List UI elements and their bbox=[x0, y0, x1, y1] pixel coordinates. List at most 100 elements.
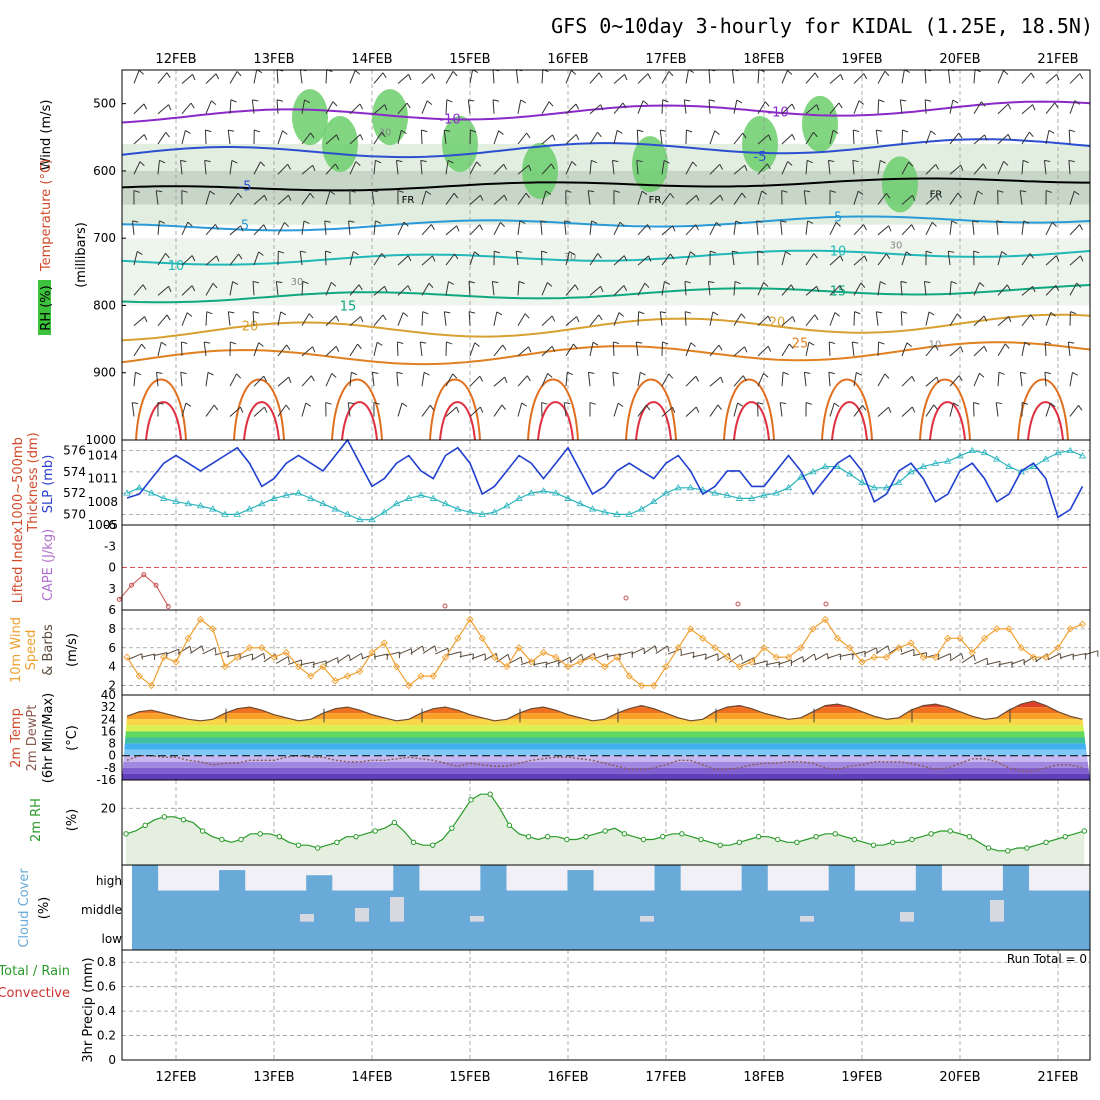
upper-wind-barb bbox=[468, 281, 471, 296]
cloud-high-column bbox=[132, 865, 159, 891]
rh-marker bbox=[909, 836, 915, 843]
upper-wind-barb bbox=[157, 314, 168, 326]
upper-wind-barb bbox=[131, 402, 135, 417]
rh-marker bbox=[334, 839, 340, 846]
cloud-high-column bbox=[480, 865, 507, 891]
upper-wind-barb-flag bbox=[984, 134, 988, 141]
wind-speed-marker bbox=[552, 653, 560, 661]
wind-barb bbox=[1047, 652, 1061, 661]
wind-speed-marker bbox=[956, 634, 964, 642]
upper-wind-barb bbox=[733, 132, 744, 145]
thickness-marker bbox=[809, 468, 817, 475]
upper-wind-barb-flag bbox=[381, 253, 386, 259]
upper-wind-barb bbox=[181, 102, 192, 115]
surface-isotherm-loop bbox=[919, 378, 971, 441]
cloud-middle-gap bbox=[390, 897, 404, 922]
upper-wind-barb-flag bbox=[983, 315, 988, 322]
upper-wind-barb-flag bbox=[215, 73, 220, 80]
upper-wind-barb-flag bbox=[684, 280, 691, 284]
upper-wind-barb bbox=[587, 190, 591, 205]
upper-wind-barb bbox=[875, 130, 879, 145]
upper-wind-barb-flag bbox=[185, 129, 191, 135]
upper-wind-barb bbox=[324, 220, 327, 235]
upper-wind-barb bbox=[659, 130, 663, 145]
upper-wind-barb bbox=[325, 163, 336, 175]
upper-wind-barb-flag bbox=[878, 341, 885, 345]
upper-wind-barb-flag bbox=[998, 371, 1005, 375]
upper-wind-barb bbox=[301, 99, 306, 114]
upper-wind-barb-flag bbox=[135, 371, 142, 376]
upper-wind-barb bbox=[900, 281, 903, 296]
rh-high-blob bbox=[322, 116, 358, 172]
upper-wind-barb-flag bbox=[1020, 371, 1027, 374]
rh-marker bbox=[832, 831, 838, 837]
upper-wind-barb bbox=[637, 191, 643, 205]
upper-wind-barb bbox=[829, 285, 841, 296]
wind-barb bbox=[557, 656, 571, 664]
upper-wind-barb bbox=[277, 376, 290, 387]
upper-wind-barb-flag bbox=[376, 341, 383, 346]
upper-wind-barb bbox=[180, 341, 183, 356]
temp-color-band bbox=[122, 731, 1090, 738]
upper-wind-barb bbox=[637, 311, 640, 326]
thickness-marker bbox=[662, 489, 670, 496]
upper-wind-barb bbox=[661, 99, 664, 114]
wind-barb bbox=[336, 654, 350, 663]
thickness-marker bbox=[613, 510, 621, 517]
rh-high-blob bbox=[882, 156, 918, 213]
upper-wind-barb bbox=[900, 311, 903, 326]
upper-wind-barb bbox=[445, 192, 455, 205]
upper-wind-barb bbox=[947, 69, 951, 84]
upper-wind-barb-flag bbox=[421, 129, 428, 133]
run-total: Run Total = 0 bbox=[1007, 952, 1087, 966]
upper-wind-barb bbox=[277, 404, 287, 417]
upper-wind-barb-flag bbox=[814, 314, 819, 321]
upper-wind-barb bbox=[828, 341, 831, 356]
thickness-marker bbox=[699, 486, 707, 493]
cloud-high-column bbox=[741, 865, 768, 891]
upper-wind-barb bbox=[253, 342, 260, 357]
thickness-marker bbox=[931, 459, 940, 466]
upper-wind-barb bbox=[949, 99, 954, 114]
wind-barb bbox=[839, 653, 854, 657]
temp-tick: 8 bbox=[108, 737, 116, 751]
upper-wind-barb bbox=[781, 161, 789, 175]
upper-wind-barb-flag bbox=[355, 161, 361, 167]
upper-wind-barb bbox=[203, 341, 207, 356]
upper-wind-barb bbox=[589, 342, 594, 357]
upper-wind-barb bbox=[325, 345, 337, 357]
wind-speed-marker bbox=[968, 648, 976, 657]
upper-wind-barb bbox=[445, 253, 455, 266]
thickness-marker bbox=[392, 499, 401, 507]
upper-wind-barb bbox=[805, 220, 809, 235]
upper-wind-barb-flag bbox=[446, 99, 453, 103]
upper-wind-barb-flag bbox=[735, 220, 742, 224]
thickness-marker bbox=[184, 499, 192, 507]
upper-wind-barb-flag bbox=[551, 346, 556, 352]
thickness-marker bbox=[294, 489, 303, 496]
thickness-marker bbox=[1078, 452, 1087, 459]
upper-wind-barb bbox=[1045, 255, 1057, 266]
upper-wind-barb bbox=[637, 255, 649, 266]
upper-wind-barb-flag bbox=[814, 72, 819, 79]
upper-wind-barb bbox=[781, 316, 793, 327]
thickness-marker bbox=[123, 489, 131, 496]
upper-wind-barb bbox=[349, 284, 360, 296]
upper-wind-barb-flag bbox=[396, 159, 403, 163]
upper-wind-barb-flag bbox=[613, 190, 620, 193]
upper-wind-barb bbox=[781, 134, 793, 145]
contour-label: 30 bbox=[379, 128, 392, 139]
upper-wind-barb bbox=[515, 69, 519, 84]
upper-wind-barb-flag bbox=[588, 371, 595, 374]
thickness-marker bbox=[637, 505, 646, 512]
upper-wind-barb bbox=[180, 372, 183, 387]
upper-wind-barb-flag bbox=[828, 371, 835, 375]
upper-wind-barb bbox=[517, 192, 527, 205]
upper-wind-barb-flag bbox=[1074, 190, 1080, 196]
thickness-marker bbox=[209, 505, 217, 512]
thickness-marker bbox=[882, 484, 891, 491]
upper-wind-barb-flag bbox=[813, 131, 818, 138]
upper-wind-barb-flag bbox=[1078, 405, 1083, 411]
upper-wind-barb-flag bbox=[744, 346, 748, 353]
upper-wind-barb bbox=[1069, 100, 1076, 114]
